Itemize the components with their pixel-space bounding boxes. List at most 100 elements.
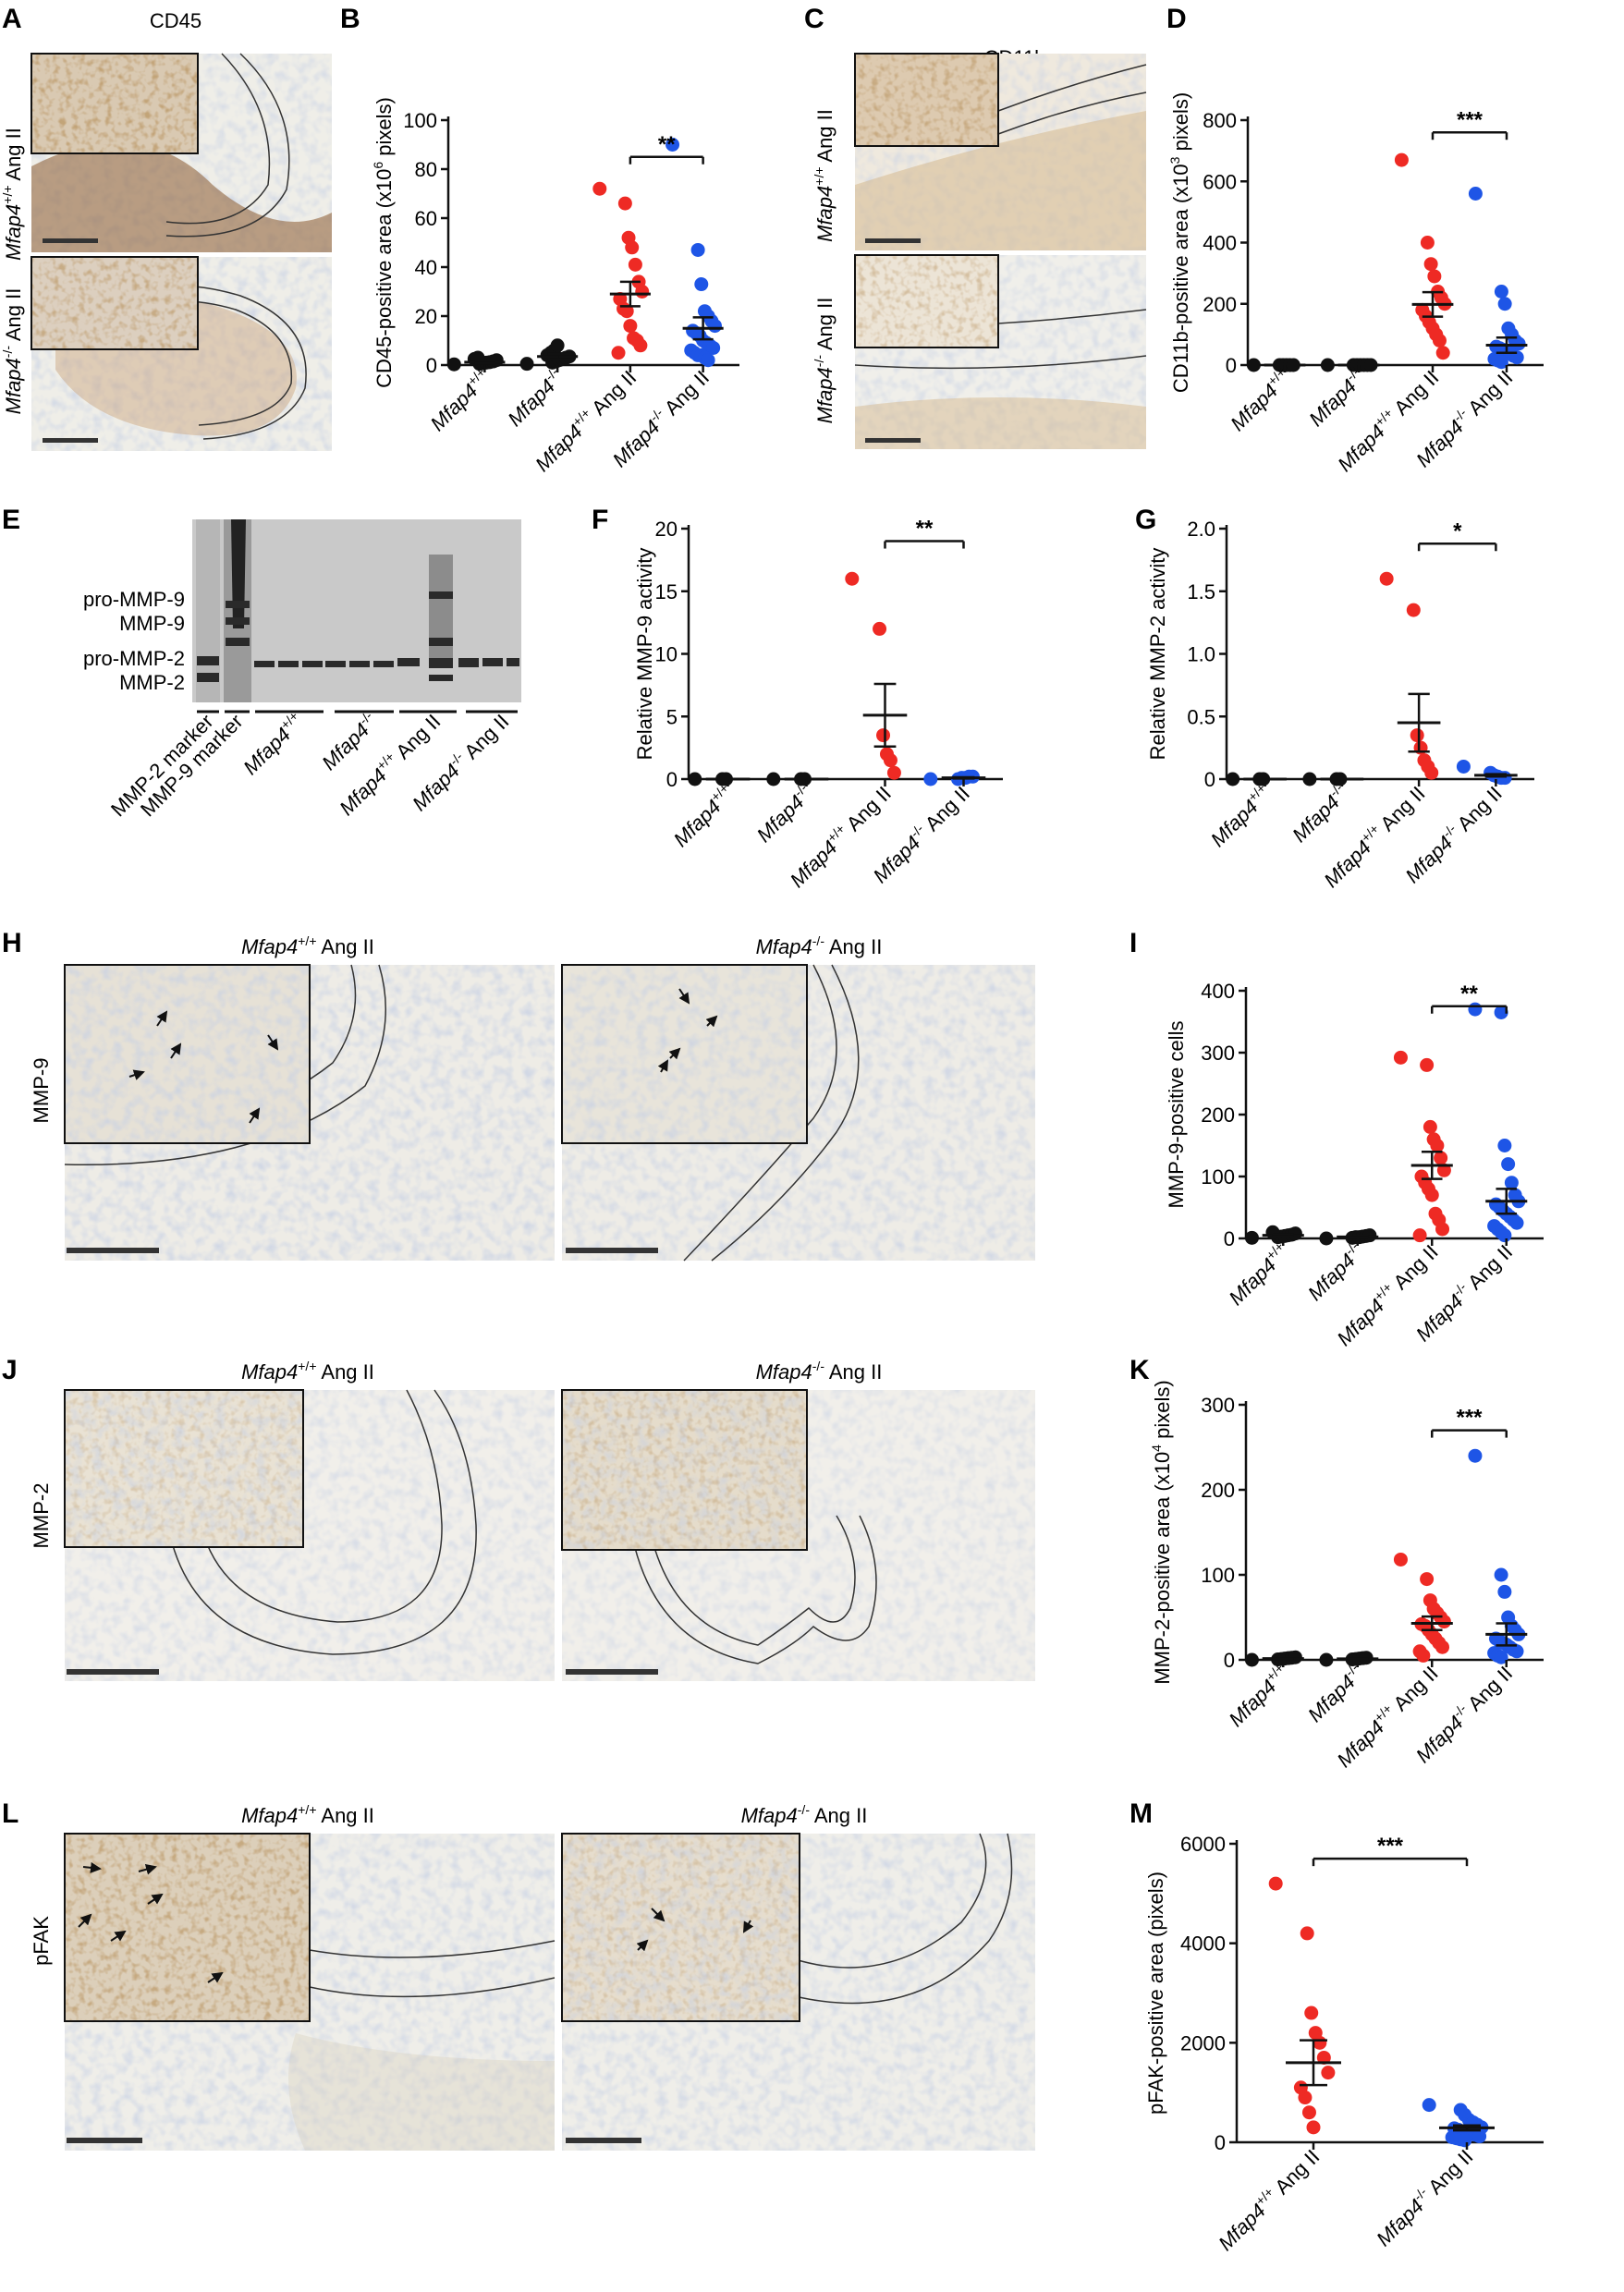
panel-letter-f: F xyxy=(592,505,608,535)
y-tick-label: 6000 xyxy=(1180,1833,1226,1856)
data-point xyxy=(1319,1231,1334,1246)
data-point xyxy=(1416,1648,1431,1663)
data-point xyxy=(1436,1615,1451,1629)
micrograph-a-bottom xyxy=(31,256,332,451)
data-point xyxy=(1472,2129,1487,2144)
significance-label: ** xyxy=(916,517,934,542)
y-tick-label: 1.0 xyxy=(1187,643,1215,666)
data-point xyxy=(1226,772,1240,786)
y-tick-label: 0.5 xyxy=(1187,705,1215,728)
data-point xyxy=(1436,1163,1451,1177)
data-point xyxy=(1458,2133,1472,2148)
data-point xyxy=(1423,257,1438,272)
y-tick-label: 300 xyxy=(1201,1394,1235,1417)
micrograph-c-bottom xyxy=(854,254,1147,449)
svg-text:Mfap4+/+ Ang II: Mfap4+/+ Ang II xyxy=(241,1802,374,1827)
y-axis-label-end: pixels) xyxy=(1151,1380,1174,1445)
svg-text:pFAK: pFAK xyxy=(30,1916,53,1966)
data-point xyxy=(1321,2066,1336,2080)
data-point xyxy=(446,357,461,372)
x-tick-label: Mfap4-/- xyxy=(1287,780,1353,847)
data-point xyxy=(1306,2120,1321,2135)
data-point xyxy=(1420,1057,1435,1072)
y-axis-label-text: MMP-2-positive area (x10 xyxy=(1151,1452,1174,1685)
y-tick-label: 200 xyxy=(1201,1479,1235,1502)
panel-letter-j: J xyxy=(2,1355,18,1385)
y-tick-label: 0 xyxy=(1224,1227,1235,1250)
chart-m: M 0 2000 4000 6000 pFAK-positive area (pixels… xyxy=(1129,1798,1544,2255)
y-tick-label: 200 xyxy=(1203,293,1237,316)
data-point xyxy=(1504,1176,1519,1190)
panel-j-title-1: Mfap4+/+ Ang II xyxy=(241,1359,374,1384)
data-point xyxy=(1435,1222,1450,1237)
panel-j-title-2: Mfap4-/- Ang II xyxy=(756,1359,883,1384)
data-point xyxy=(1246,358,1261,372)
svg-text:Mfap4+/+ Ang II: Mfap4+/+ Ang II xyxy=(241,1359,374,1384)
x-tick-label: Mfap4+/+ xyxy=(1205,780,1276,851)
micrograph-h-left xyxy=(64,964,555,1261)
y-tick-label: 5 xyxy=(666,705,678,728)
y-axis-label-text: Relative MMP-2 activity xyxy=(1146,548,1169,761)
y-tick-label: 0 xyxy=(1215,2131,1226,2154)
data-point xyxy=(1244,1230,1259,1245)
significance-label: *** xyxy=(1377,1834,1404,1859)
band-label-mmp2: MMP-2 xyxy=(119,671,185,694)
x-tick-label: Mfap4-/- xyxy=(751,780,817,847)
data-point xyxy=(1298,2091,1313,2105)
data-point xyxy=(707,319,722,334)
y-tick-label: 0 xyxy=(1224,1649,1235,1672)
micrograph-h-right xyxy=(561,964,1035,1262)
y-axis-label: CD45-positive area (x106 pixels) xyxy=(371,97,396,388)
data-point xyxy=(1302,772,1317,786)
data-point xyxy=(1393,1552,1408,1567)
chart-f: F 0 5 10 15 20 Relative MMP-9 activity Mfap4+/+… xyxy=(592,505,1003,892)
data-point xyxy=(1511,336,1526,351)
y-tick-label: 0 xyxy=(1204,768,1215,791)
y-axis-label-text: Relative MMP-9 activity xyxy=(633,548,656,761)
data-point xyxy=(1430,1139,1445,1152)
panel-l: L pFAK Mfap4+/+ Ang II Mfap4-/- Ang II xyxy=(2,1798,1035,2151)
gel-lane-label-3: Mfap4+/+ xyxy=(238,708,300,779)
data-point xyxy=(592,181,607,196)
x-tick-label: Mfap4-/- xyxy=(502,364,568,431)
y-axis-label: Relative MMP-2 activity xyxy=(1146,548,1169,761)
band-label-pro-mmp9: pro-MMP-9 xyxy=(83,588,185,611)
svg-text:MMP-2: MMP-2 xyxy=(30,1483,53,1549)
svg-text:MMP-9: MMP-9 xyxy=(30,1058,53,1124)
data-point xyxy=(1501,1157,1516,1172)
band-label-mmp9: MMP-9 xyxy=(119,612,185,635)
panel-c: C CD11b Mfap4+/+ Ang II Mfap4-/- Ang II xyxy=(804,4,1147,449)
micrograph-c-top xyxy=(854,53,1147,250)
data-point xyxy=(845,571,860,586)
data-point xyxy=(1494,1650,1508,1664)
panel-c-row-label-1: Mfap4+/+ Ang II xyxy=(812,109,836,242)
panel-letter-e: E xyxy=(2,505,20,535)
data-point xyxy=(1420,236,1435,250)
data-point xyxy=(1435,1640,1450,1654)
micrograph-l-right xyxy=(561,1833,1035,2151)
data-point xyxy=(1435,346,1450,360)
data-point xyxy=(766,772,781,786)
data-point xyxy=(1410,728,1424,743)
data-point xyxy=(1424,1188,1439,1202)
y-tick-label: 1.5 xyxy=(1187,580,1215,603)
data-point xyxy=(1494,355,1508,370)
data-point xyxy=(619,304,634,319)
panel-j-stain-label: MMP-2 xyxy=(30,1483,53,1549)
chart-b: B 0 20 40 60 80 100 CD45-positive area (x106 pi… xyxy=(340,4,739,476)
data-point xyxy=(1422,2098,1436,2113)
panel-letter-a: A xyxy=(2,4,22,34)
data-point xyxy=(1456,759,1471,774)
svg-text:Mfap4-/- Ang II: Mfap4-/- Ang II xyxy=(756,933,883,958)
x-tick-label: Mfap4-/- xyxy=(1302,1238,1369,1305)
data-point xyxy=(706,340,721,355)
data-point xyxy=(1406,603,1421,617)
data-point xyxy=(1244,1652,1259,1667)
data-point xyxy=(1509,1215,1524,1230)
y-axis-label-text: CD45-positive area (x10 xyxy=(372,169,396,388)
panel-letter-i: I xyxy=(1129,928,1137,958)
data-point xyxy=(1379,571,1394,586)
panel-a-stain-label: CD45 xyxy=(150,9,201,32)
y-axis-label-end: pixels) xyxy=(372,97,396,162)
